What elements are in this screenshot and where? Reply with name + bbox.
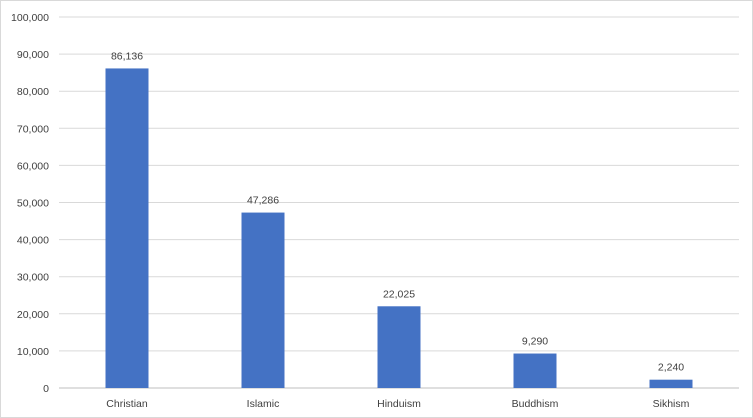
y-tick-label: 20,000 <box>17 309 49 321</box>
y-axis-ticks: 0 10,000 20,000 30,000 40,000 50,000 60,000 70,… <box>11 12 49 395</box>
bar-christian <box>105 68 149 389</box>
y-tick-label: 30,000 <box>17 272 49 284</box>
data-label: 86,136 <box>111 50 143 62</box>
bar-hinduism <box>377 306 421 388</box>
gridlines <box>59 16 739 389</box>
data-label: 9,290 <box>522 336 548 348</box>
x-category-label: Christian <box>106 398 148 410</box>
bars <box>105 68 693 389</box>
y-tick-label: 0 <box>43 383 49 395</box>
y-tick-label: 10,000 <box>17 346 49 358</box>
bar-islamic <box>241 212 285 388</box>
bar-buddhism <box>513 353 557 388</box>
x-category-label: Buddhism <box>512 398 559 410</box>
y-tick-label: 80,000 <box>17 86 49 98</box>
data-labels: 86,136 47,286 22,025 9,290 2,240 <box>111 50 684 373</box>
x-category-label: Islamic <box>247 398 280 410</box>
x-category-label: Sikhism <box>653 398 690 410</box>
y-tick-label: 100,000 <box>11 12 49 24</box>
data-label: 22,025 <box>383 288 415 300</box>
y-tick-label: 40,000 <box>17 235 49 247</box>
y-tick-label: 50,000 <box>17 198 49 210</box>
y-tick-label: 70,000 <box>17 123 49 135</box>
data-label: 47,286 <box>247 195 279 207</box>
x-category-label: Hinduism <box>377 398 421 410</box>
y-tick-label: 60,000 <box>17 160 49 172</box>
data-label: 2,240 <box>658 362 684 374</box>
bar-sikhism <box>649 379 693 388</box>
x-axis-categories: Christian Islamic Hinduism Buddhism Sikhism <box>106 398 689 410</box>
y-tick-label: 90,000 <box>17 49 49 61</box>
